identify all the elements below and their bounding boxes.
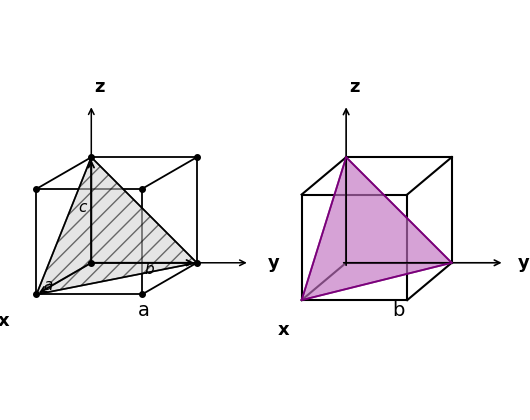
Text: y: y: [268, 254, 279, 272]
Text: x: x: [278, 321, 290, 339]
Text: z: z: [94, 78, 105, 96]
Text: c: c: [78, 200, 87, 215]
Text: b: b: [393, 301, 405, 320]
Text: x: x: [0, 312, 9, 331]
Text: b: b: [145, 262, 154, 277]
Text: a: a: [44, 278, 53, 293]
Polygon shape: [302, 157, 452, 300]
Text: y: y: [518, 254, 530, 272]
Text: a: a: [138, 301, 150, 320]
Text: z: z: [349, 78, 360, 96]
Polygon shape: [37, 157, 197, 294]
